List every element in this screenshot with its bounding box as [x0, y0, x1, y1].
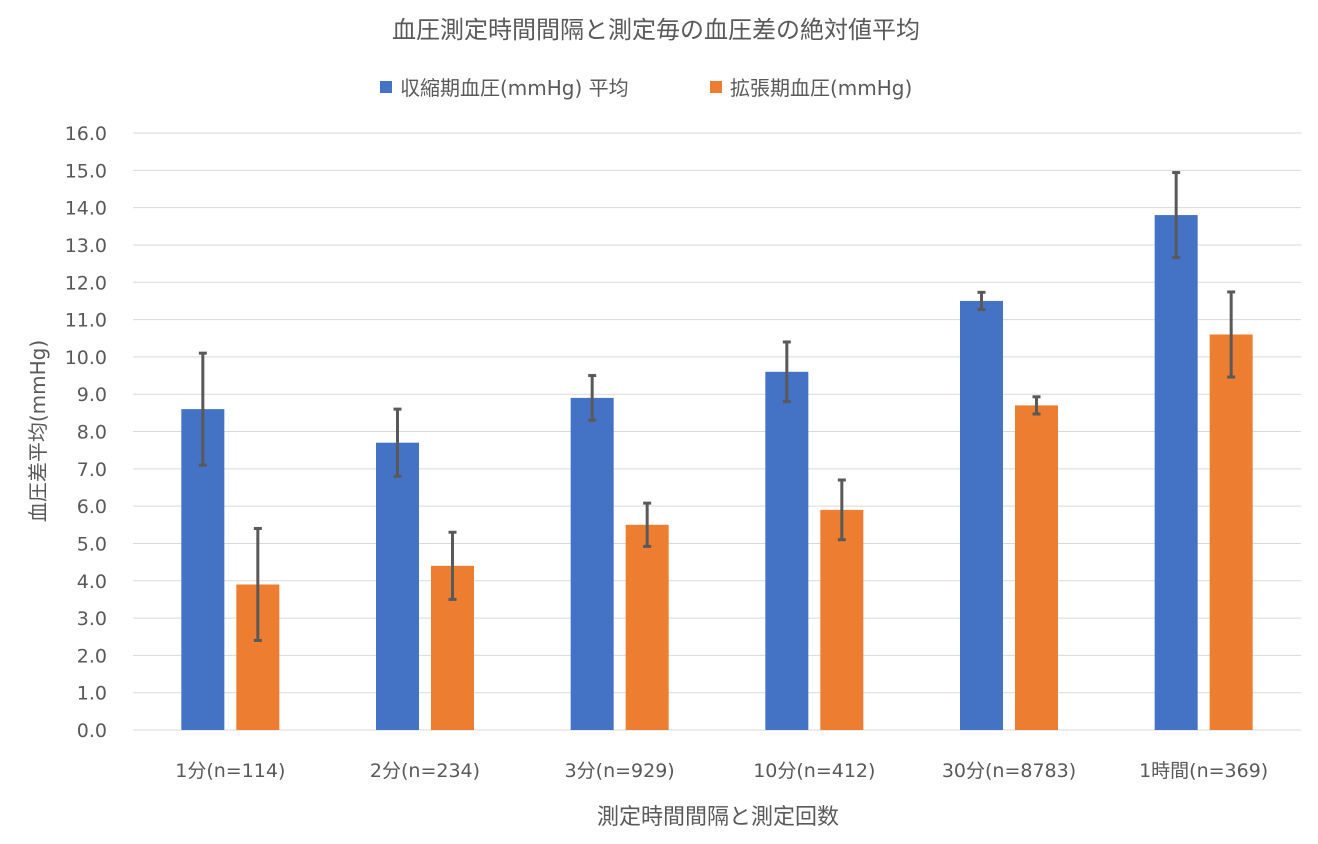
- y-tick-label: 7.0: [77, 459, 107, 481]
- bar-diastolic: [820, 509, 864, 730]
- y-tick-label: 4.0: [77, 571, 107, 593]
- y-axis-ticks: 0.0 1.0 2.0 3.0 4.0 5.0 6.0 7.0 8.0 9.0 10.0 11.0 12…: [65, 123, 107, 742]
- x-tick-label: 1時間(n=369): [1139, 760, 1268, 782]
- gridlines: [133, 132, 1301, 731]
- bar-systolic: [1154, 215, 1198, 730]
- error-bar: [448, 530, 457, 601]
- bar-systolic: [376, 442, 419, 730]
- y-tick-label: 3.0: [77, 608, 107, 630]
- legend-swatch: [710, 81, 722, 93]
- y-tick-label: 16.0: [65, 123, 107, 145]
- y-tick-label: 0.0: [77, 720, 107, 742]
- legend-swatch: [380, 81, 392, 93]
- y-tick-label: 9.0: [77, 384, 107, 406]
- legend: 収縮期血圧(mmHg) 平均 拡張期血圧(mmHg): [380, 76, 912, 100]
- x-tick-label: 2分(n=234): [370, 760, 480, 782]
- x-tick-label: 3分(n=929): [565, 760, 675, 782]
- bar-diastolic: [625, 524, 669, 730]
- bars: [181, 171, 1253, 730]
- bar-systolic: [570, 397, 614, 730]
- error-bar: [837, 478, 846, 542]
- error-bar: [393, 407, 402, 478]
- error-bar: [198, 351, 207, 467]
- error-bar: [1227, 290, 1236, 379]
- y-tick-label: 13.0: [65, 235, 107, 257]
- y-tick-label: 11.0: [65, 310, 107, 332]
- x-tick-label: 10分(n=412): [753, 760, 875, 782]
- legend-label: 拡張期血圧(mmHg): [730, 76, 912, 100]
- error-bar: [588, 374, 597, 422]
- x-axis-ticks: 1分(n=114) 2分(n=234) 3分(n=929) 10分(n=412) 30分…: [175, 760, 1268, 782]
- y-tick-label: 6.0: [77, 496, 107, 518]
- error-bar: [977, 290, 986, 311]
- y-tick-label: 2.0: [77, 645, 107, 667]
- chart-title: 血圧測定時間間隔と測定毎の血圧差の絶対値平均: [392, 16, 920, 44]
- legend-label: 収縮期血圧(mmHg) 平均: [400, 76, 629, 100]
- error-bar: [253, 527, 262, 642]
- y-tick-label: 10.0: [65, 347, 107, 369]
- y-tick-label: 5.0: [77, 533, 107, 555]
- y-tick-label: 12.0: [65, 272, 107, 294]
- y-tick-label: 14.0: [65, 198, 107, 220]
- error-bar: [1172, 171, 1181, 260]
- y-tick-label: 8.0: [77, 422, 107, 444]
- error-bar: [1032, 395, 1041, 416]
- error-bar: [643, 501, 652, 548]
- error-bar: [782, 340, 791, 404]
- bar-diastolic: [1015, 405, 1058, 730]
- y-axis-label: 血圧差平均(mmHg): [26, 340, 50, 522]
- x-axis-label: 測定時間間隔と測定回数: [597, 805, 839, 830]
- x-tick-label: 1分(n=114): [175, 760, 285, 782]
- bar-systolic: [960, 300, 1003, 730]
- y-tick-label: 1.0: [77, 683, 107, 705]
- bar-diastolic: [1209, 334, 1253, 730]
- bar-systolic: [765, 371, 809, 730]
- x-tick-label: 30分(n=8783): [942, 760, 1076, 782]
- y-tick-label: 15.0: [65, 160, 107, 182]
